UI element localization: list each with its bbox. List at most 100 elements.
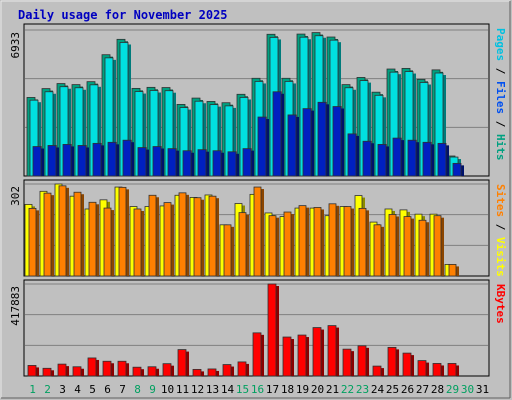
bar-pages xyxy=(137,147,147,177)
bar-pages xyxy=(377,144,387,177)
x-tick-label: 26 xyxy=(401,383,414,396)
bar-pages xyxy=(77,145,87,177)
x-tick-label: 29 xyxy=(446,383,459,396)
series-legend-part: Visits xyxy=(494,237,507,277)
x-tick-label: 28 xyxy=(431,383,444,396)
bar-pages xyxy=(422,141,432,177)
bar-pages xyxy=(332,106,342,177)
bar-pages xyxy=(152,146,162,177)
x-tick-label: 2 xyxy=(44,383,51,396)
bar-sites xyxy=(448,264,457,277)
bar-sites xyxy=(103,207,112,277)
chart-panels: 6933 Pages / Files / Hits 302 Sites / Visit… xyxy=(9,23,507,377)
bar-sites xyxy=(28,207,37,277)
bar-pages xyxy=(287,114,297,177)
panel-3: 417883 KBytes xyxy=(9,279,507,377)
bar-kbytes xyxy=(87,357,97,377)
bar-pages xyxy=(227,151,237,177)
bar-pages xyxy=(257,116,267,177)
x-tick-label: 12 xyxy=(191,383,204,396)
series-legend-part: KBytes xyxy=(494,284,507,324)
bar-sites xyxy=(163,202,172,277)
bar-kbytes xyxy=(372,365,382,377)
bar-pages xyxy=(242,148,252,177)
bar-kbytes xyxy=(387,346,397,377)
x-tick-label: 11 xyxy=(176,383,189,396)
bar-pages xyxy=(362,140,372,177)
bar-kbytes xyxy=(177,349,187,377)
bar-sites xyxy=(418,219,427,277)
x-tick-label: 25 xyxy=(386,383,399,396)
x-tick-label: 18 xyxy=(281,383,294,396)
bar-sites xyxy=(253,186,262,277)
panel-1: 6933 Pages / Files / Hits xyxy=(9,23,507,177)
x-tick-label: 19 xyxy=(296,383,309,396)
bar-pages xyxy=(197,149,207,177)
bar-sites xyxy=(268,215,277,277)
y-max-label: 417883 xyxy=(9,286,22,326)
x-tick-label: 8 xyxy=(134,383,141,396)
bar-kbytes xyxy=(282,336,292,377)
bar-sites xyxy=(238,212,247,277)
bar-pages xyxy=(302,108,312,177)
bar-sites xyxy=(358,207,367,277)
bar-kbytes xyxy=(42,367,52,377)
bar-pages xyxy=(437,142,447,177)
x-tick-label: 24 xyxy=(371,383,385,396)
series-legend-part: Sites xyxy=(494,184,507,217)
x-axis-day-labels: 1 2 3 4 5 6 7 8 9 10 11 12 13 14 15 16 17 18 19 20 21 22 23 24 2… xyxy=(29,383,489,396)
bar-sites xyxy=(133,208,142,277)
bar-pages xyxy=(182,150,192,177)
bar-sites xyxy=(43,192,52,277)
bar-sites xyxy=(283,211,292,277)
series-legend-part: Pages xyxy=(494,28,507,61)
x-tick-label: 5 xyxy=(89,383,96,396)
y-max-label: 6933 xyxy=(9,32,22,59)
bar-kbytes xyxy=(72,366,82,377)
bar-pages xyxy=(407,139,417,177)
bar-pages xyxy=(167,148,177,177)
x-tick-label: 6 xyxy=(104,383,111,396)
bar-kbytes xyxy=(342,348,352,377)
bar-sites xyxy=(388,214,397,277)
bar-pages xyxy=(107,141,117,177)
bar-sites xyxy=(58,185,67,277)
panel-2: 302 Sites / Visits xyxy=(9,179,507,277)
bar-sites xyxy=(403,216,412,277)
bar-kbytes xyxy=(447,363,457,377)
bar-sites xyxy=(118,186,127,277)
x-tick-label: 4 xyxy=(74,383,81,396)
bar-pages xyxy=(122,139,132,177)
bar-sites xyxy=(343,206,352,277)
x-tick-label: 17 xyxy=(266,383,279,396)
bar-pages xyxy=(32,146,42,177)
bar-kbytes xyxy=(267,283,277,377)
bar-kbytes xyxy=(132,366,142,377)
bar-kbytes xyxy=(432,363,442,377)
bar-sites xyxy=(193,197,202,277)
bar-sites xyxy=(88,201,97,277)
x-tick-label: 23 xyxy=(356,383,369,396)
bar-sites xyxy=(328,203,337,277)
x-tick-label: 16 xyxy=(251,383,264,396)
series-legend-part: Files xyxy=(494,81,507,114)
series-legend-part: / xyxy=(494,61,507,81)
bar-kbytes xyxy=(327,325,337,377)
x-tick-label: 21 xyxy=(326,383,339,396)
bar-sites xyxy=(373,224,382,277)
x-tick-label: 9 xyxy=(149,383,156,396)
bar-kbytes xyxy=(357,345,367,377)
series-legend-part: / xyxy=(494,217,507,237)
bar-sites xyxy=(178,192,187,277)
bar-kbytes xyxy=(27,365,37,377)
bar-pages xyxy=(452,162,462,177)
bar-kbytes xyxy=(192,368,202,377)
bar-kbytes xyxy=(417,360,427,377)
series-legend: KBytes xyxy=(494,284,507,324)
bar-kbytes xyxy=(312,327,322,377)
bar-kbytes xyxy=(117,360,127,377)
bar-pages xyxy=(317,101,327,177)
bar-sites xyxy=(313,207,322,277)
x-tick-label: 22 xyxy=(341,383,354,396)
